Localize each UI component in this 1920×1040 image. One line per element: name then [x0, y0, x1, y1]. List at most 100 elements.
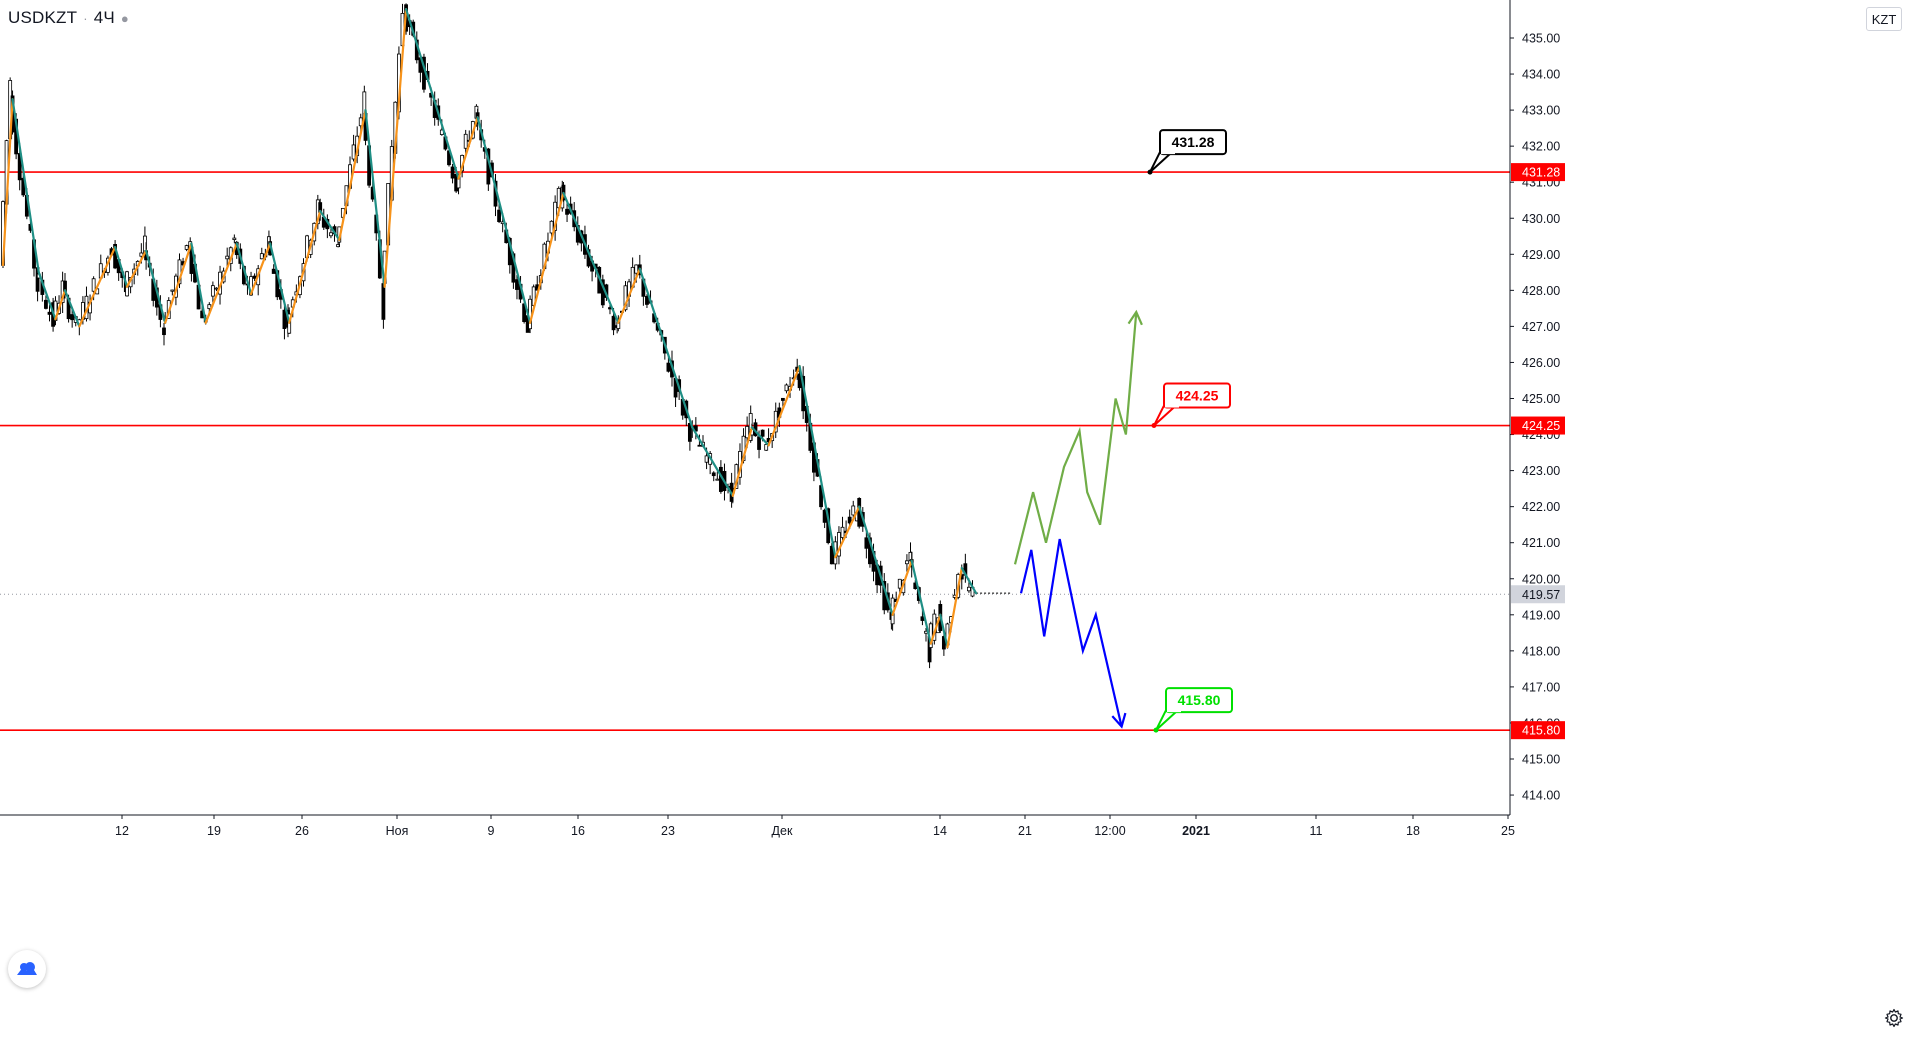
callout-anchor — [1151, 423, 1157, 429]
level-price-label: 431.28 — [1522, 166, 1560, 180]
candle-body — [282, 309, 287, 329]
price-tick-label: 419.00 — [1522, 608, 1560, 622]
zigzag-segment — [798, 364, 837, 559]
interval-label[interactable]: 4Ч — [93, 8, 115, 27]
zigzag-segment — [164, 242, 193, 324]
zigzag-segment — [249, 242, 272, 296]
zigzag-segment — [204, 242, 238, 324]
level-callout: 424.25 — [1151, 382, 1231, 429]
status-dot: ● — [120, 10, 129, 26]
candle-body — [162, 327, 166, 336]
zigzag-segment — [54, 289, 67, 321]
price-tick-label: 420.00 — [1522, 572, 1560, 586]
zigzag-segment — [834, 505, 861, 559]
level-price-box — [1511, 721, 1565, 740]
candle-body — [207, 304, 212, 310]
candle-body — [623, 285, 628, 311]
zigzag-segment — [939, 613, 949, 649]
candle-body — [616, 318, 621, 329]
candle-body — [822, 509, 827, 523]
price-tick-label: 434.00 — [1522, 68, 1560, 82]
callout-joint — [1165, 403, 1179, 408]
candle-body — [91, 278, 96, 292]
time-tick-label: 21 — [1018, 824, 1032, 838]
level-price-box — [1511, 416, 1565, 435]
candle-body — [851, 505, 856, 516]
price-tick-label: 428.00 — [1522, 284, 1560, 298]
candle-body — [232, 237, 237, 241]
projection-down-path — [1019, 538, 1123, 727]
zigzag-segment — [11, 98, 40, 274]
candle-body — [549, 220, 554, 234]
time-tick-label: Дек — [772, 824, 793, 838]
candle-body — [381, 283, 386, 320]
callout-box — [1159, 129, 1227, 156]
candlesticks — [1, 3, 1012, 669]
level-price-label: 424.25 — [1522, 419, 1560, 433]
zigzag-segment — [750, 426, 770, 447]
price-axis: 414.00415.00416.00417.00418.00419.00420.… — [1509, 0, 1565, 815]
candle-body — [666, 362, 671, 372]
time-tick-label: Ноя — [386, 824, 409, 838]
zigzag-segment — [383, 8, 408, 288]
price-tick-label: 430.00 — [1522, 212, 1560, 226]
level-price-box — [1511, 163, 1565, 182]
time-tick-label: 2021 — [1182, 824, 1210, 838]
zigzag-segment — [190, 242, 207, 324]
candle-body — [634, 264, 639, 274]
projection-down-arrowhead — [1111, 712, 1127, 729]
candle-body — [780, 397, 785, 401]
zigzag-segment — [528, 191, 565, 324]
candle-body — [225, 255, 230, 260]
gear-icon[interactable] — [1881, 1005, 1907, 1031]
price-tick-label: 415.00 — [1522, 753, 1560, 767]
cloud-icon — [17, 962, 37, 975]
price-tick-label: 425.00 — [1522, 392, 1560, 406]
candle-body — [259, 253, 264, 260]
zigzag-segment — [125, 249, 148, 288]
zigzag-segment — [562, 191, 620, 324]
zigzag-segment — [288, 209, 322, 324]
candle-body — [44, 299, 48, 309]
symbol-header[interactable]: USDKZT · 4Ч ● — [8, 8, 129, 28]
zigzag-segment — [476, 116, 532, 324]
time-tick-label: 25 — [1501, 824, 1515, 838]
candle-body — [797, 373, 802, 389]
price-tick-label: 426.00 — [1522, 356, 1560, 370]
zigzag-segment — [731, 426, 753, 497]
currency-badge[interactable]: KZT — [1866, 7, 1902, 31]
zigzag-segment — [929, 613, 942, 645]
candle-body — [210, 285, 215, 297]
candle-body — [697, 444, 702, 447]
callout-label: 424.25 — [1176, 388, 1219, 404]
candle-body — [113, 244, 117, 269]
callout-anchor — [1147, 169, 1153, 175]
time-tick-label: 19 — [207, 824, 221, 838]
price-tick-label: 427.00 — [1522, 320, 1560, 334]
time-tick-label: 9 — [488, 824, 495, 838]
zigzag-segment — [113, 245, 129, 288]
candle-body — [711, 472, 716, 477]
candle-body — [757, 436, 761, 450]
price-tick-label: 414.00 — [1522, 789, 1560, 803]
candle-body — [528, 298, 532, 330]
candle-body — [184, 245, 189, 250]
level-callout: 431.28 — [1147, 129, 1227, 175]
time-tick-label: 14 — [933, 824, 947, 838]
candle-body — [214, 287, 219, 290]
candle-body — [463, 133, 468, 149]
candle-body — [704, 455, 709, 463]
symbol-name[interactable]: USDKZT — [8, 8, 78, 27]
callout-label: 415.80 — [1178, 692, 1221, 708]
price-tick-label: 418.00 — [1522, 644, 1560, 658]
zigzag-segment — [457, 116, 479, 180]
zigzag-segment — [617, 267, 641, 324]
zigzag-segment — [269, 242, 291, 324]
price-tick-label: 423.00 — [1522, 464, 1560, 478]
tradingview-logo-icon[interactable] — [8, 950, 46, 988]
candle-body — [329, 232, 333, 237]
candle-body — [611, 315, 616, 331]
candle-body — [693, 425, 698, 432]
price-tick-label: 435.00 — [1522, 32, 1560, 46]
